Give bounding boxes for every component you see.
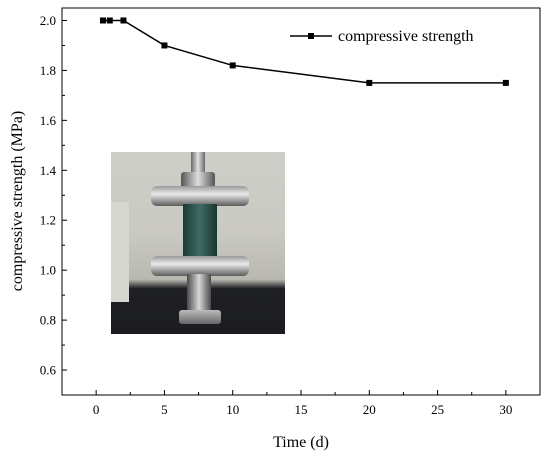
lower-platen: [151, 256, 249, 276]
x-tick-label: 20: [363, 402, 376, 417]
legend-marker: [308, 33, 314, 39]
base-plate: [179, 310, 221, 324]
lower-rod: [187, 274, 211, 314]
x-tick-label: 0: [93, 402, 100, 417]
upper-rod: [191, 152, 205, 174]
x-axis-ticks: 0 5 10 15 20 25 30: [61, 390, 512, 417]
data-point: [502, 79, 509, 86]
data-point: [99, 17, 106, 24]
y-axis-ticks: 0.6 0.8 1.0 1.2 1.4 1.6 1.8 2.0: [40, 13, 67, 378]
data-point: [229, 62, 236, 69]
y-axis-title: compressive strength (MPa): [9, 111, 26, 291]
y-tick-label: 1.6: [40, 113, 57, 128]
y-tick-label: 2.0: [40, 13, 56, 28]
data-point: [120, 17, 127, 24]
x-tick-label: 30: [499, 402, 512, 417]
x-axis-title: Time (d): [273, 434, 329, 451]
y-tick-label: 0.8: [40, 313, 56, 328]
y-tick-label: 1.2: [40, 213, 56, 228]
x-tick-label: 5: [161, 402, 168, 417]
x-tick-label: 10: [226, 402, 239, 417]
y-tick-label: 0.6: [40, 363, 57, 378]
x-tick-label: 25: [431, 402, 444, 417]
y-tick-label: 1.4: [40, 163, 57, 178]
y-tick-label: 1.8: [40, 63, 56, 78]
series-layer: [99, 17, 509, 86]
upper-platen-hub: [181, 172, 215, 188]
upper-platen: [151, 186, 249, 206]
legend: compressive strength: [290, 28, 474, 45]
legend-label: compressive strength: [338, 28, 474, 45]
data-point: [366, 79, 373, 86]
data-point: [106, 17, 113, 24]
specimen-cylinder: [183, 204, 217, 260]
x-tick-label: 15: [295, 402, 308, 417]
y-tick-label: 1.0: [40, 263, 56, 278]
compression-test-photo: [111, 152, 285, 334]
data-point: [161, 42, 168, 49]
machine-left-column: [111, 202, 129, 302]
